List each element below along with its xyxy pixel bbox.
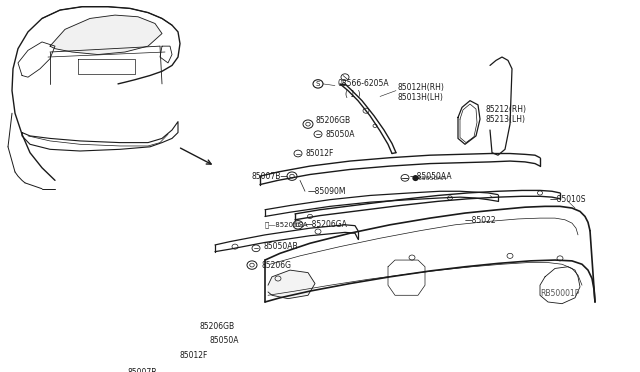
Text: 85050AB: 85050AB	[264, 242, 299, 251]
Text: 85012F: 85012F	[180, 351, 209, 360]
Polygon shape	[50, 15, 162, 55]
Text: RB50001P: RB50001P	[540, 289, 579, 298]
Text: 85212(RH): 85212(RH)	[486, 105, 527, 113]
Text: —85206GA: —85206GA	[305, 220, 348, 229]
Text: 85012H(RH): 85012H(RH)	[398, 83, 445, 92]
Text: 85050A: 85050A	[326, 130, 355, 139]
Text: 85206G: 85206G	[262, 260, 292, 270]
Text: S: S	[316, 81, 320, 87]
Text: ( 1 ): ( 1 )	[345, 90, 360, 99]
Text: 85013H(LH): 85013H(LH)	[398, 93, 444, 102]
Text: ⬤85050AA: ⬤85050AA	[412, 175, 447, 181]
Text: 85213(LH): 85213(LH)	[486, 115, 526, 124]
Text: ⬛—85206GA: ⬛—85206GA	[265, 221, 308, 228]
Text: 85007B—: 85007B—	[128, 368, 165, 372]
Text: —85010S: —85010S	[550, 195, 586, 204]
Text: —85022: —85022	[465, 216, 497, 225]
Text: 85007B—: 85007B—	[252, 171, 289, 181]
Text: 85050A: 85050A	[210, 336, 239, 345]
Polygon shape	[268, 270, 315, 299]
Text: 85012F: 85012F	[306, 149, 334, 158]
Text: 85206GB: 85206GB	[316, 116, 351, 125]
Text: 85206GB: 85206GB	[200, 322, 235, 331]
Text: —85090M: —85090M	[308, 187, 346, 196]
Text: —85050AA: —85050AA	[410, 171, 452, 181]
Text: 08566-6205A: 08566-6205A	[337, 79, 388, 89]
